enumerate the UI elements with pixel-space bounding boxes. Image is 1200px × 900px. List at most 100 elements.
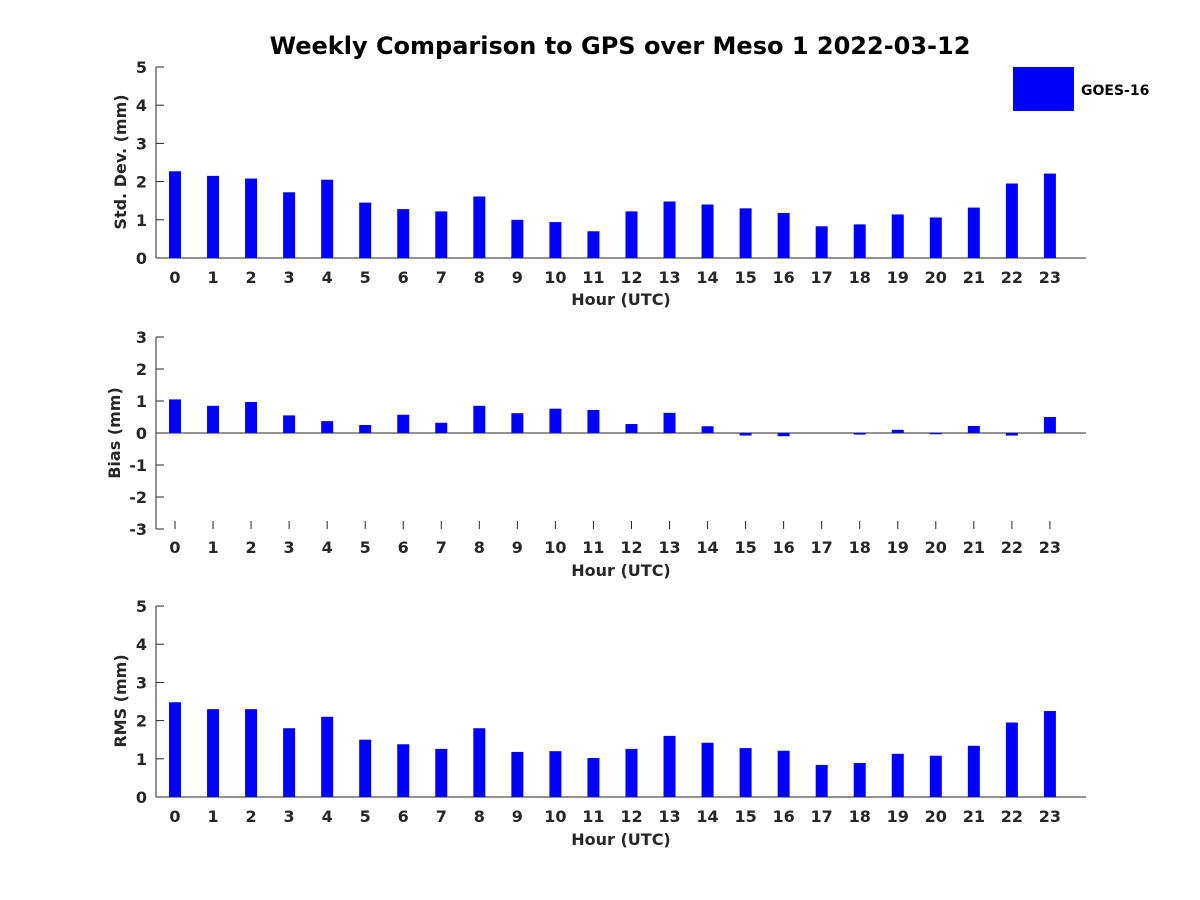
rms-mm-x-tick-label: 13	[658, 807, 680, 826]
std-dev-mm-bar-hour-0	[169, 171, 181, 258]
std-dev-mm-bar-hour-8	[473, 196, 486, 258]
legend-label: GOES-16	[1081, 83, 1149, 99]
rms-mm-bar-hour-15	[739, 748, 752, 797]
bias-mm-bar-hour-13	[663, 412, 676, 433]
std-dev-mm-x-tick-label: 4	[322, 268, 333, 287]
std-dev-mm-bar-hour-22	[1005, 183, 1018, 258]
rms-mm-x-tick-label: 9	[512, 807, 523, 826]
bias-mm-y-tick-label: 0	[136, 424, 147, 443]
rms-mm-bar-hour-13	[663, 735, 676, 797]
std-dev-mm-bar-hour-5	[359, 202, 372, 258]
std-dev-mm-bar-hour-2	[245, 178, 258, 258]
bias-mm-x-tick-label: 16	[773, 538, 795, 557]
bias-mm-x-tick-label: 15	[734, 538, 756, 557]
chart-title: Weekly Comparison to GPS over Meso 1 202…	[270, 32, 971, 60]
bias-mm-x-tick-label: 4	[322, 538, 333, 557]
rms-mm-bar-hour-5	[359, 739, 372, 797]
bias-mm-x-tick-label: 14	[696, 538, 718, 557]
bias-mm-x-tick-label: 23	[1039, 538, 1061, 557]
std-dev-mm-x-axis-label: Hour (UTC)	[571, 290, 671, 309]
bias-mm-bar-hour-7	[435, 422, 448, 433]
bias-mm-bar-hour-5	[359, 425, 372, 433]
rms-mm-x-tick-label: 22	[1001, 807, 1023, 826]
std-dev-mm-y-axis-label: Std. Dev. (mm)	[111, 94, 130, 229]
std-dev-mm-x-tick-label: 9	[512, 268, 523, 287]
bias-mm-bar-hour-16	[777, 433, 790, 437]
rms-mm-bar-hour-0	[169, 702, 181, 797]
std-dev-mm-bar-hour-3	[283, 192, 296, 258]
bias-mm-x-tick-label: 1	[207, 538, 218, 557]
legend-swatch	[1013, 67, 1074, 111]
rms-mm-x-tick-label: 23	[1039, 807, 1061, 826]
bias-mm-bar-hour-1	[207, 405, 220, 433]
bias-mm-x-tick-label: 13	[658, 538, 680, 557]
std-dev-mm-bar-hour-16	[777, 212, 790, 258]
std-dev-mm-bar-hour-9	[511, 219, 524, 258]
rms-mm-x-tick-label: 3	[284, 807, 295, 826]
bias-mm-x-axis-label: Hour (UTC)	[571, 561, 671, 580]
rms-mm-x-tick-label: 2	[246, 807, 257, 826]
bias-mm-bar-hour-8	[473, 405, 486, 433]
bias-mm-bar-hour-19	[891, 429, 904, 433]
std-dev-mm-bar-hour-23	[1043, 173, 1056, 258]
bias-mm-y-axis-label: Bias (mm)	[105, 387, 124, 479]
bias-mm-x-tick-label: 9	[512, 538, 523, 557]
std-dev-mm-bar-hour-14	[701, 204, 714, 258]
rms-mm-x-tick-label: 7	[436, 807, 447, 826]
bias-mm-bar-hour-21	[967, 425, 980, 433]
rms-mm-bar-hour-17	[815, 764, 828, 797]
rms-mm-x-tick-label: 1	[207, 807, 218, 826]
rms-mm-x-tick-label: 4	[322, 807, 333, 826]
bias-mm-x-tick-label: 22	[1001, 538, 1023, 557]
bias-mm-x-tick-label: 10	[544, 538, 566, 557]
std-dev-mm-x-tick-label: 15	[734, 268, 756, 287]
std-dev-mm-y-tick-label: 5	[136, 58, 147, 77]
std-dev-mm-bar-hour-18	[853, 224, 866, 258]
bias-mm-x-tick-label: 7	[436, 538, 447, 557]
bias-mm-bar-hour-3	[283, 415, 296, 433]
std-dev-mm-x-tick-label: 8	[474, 268, 485, 287]
bias-mm-x-tick-label: 12	[620, 538, 642, 557]
rms-mm-y-axis-label: RMS (mm)	[111, 654, 130, 747]
bias-mm-bar-hour-6	[397, 414, 410, 433]
rms-mm-bar-hour-22	[1005, 722, 1018, 797]
std-dev-mm-x-tick-label: 19	[887, 268, 909, 287]
rms-mm-x-axis-label: Hour (UTC)	[571, 830, 671, 849]
std-dev-mm-bar-hour-21	[967, 207, 980, 258]
std-dev-mm-y-tick-label: 1	[136, 211, 147, 230]
rms-mm-y-tick-label: 3	[136, 673, 147, 692]
bias-mm-x-tick-label: 6	[398, 538, 409, 557]
bias-mm-x-tick-label: 19	[887, 538, 909, 557]
rms-mm-x-tick-label: 16	[773, 807, 795, 826]
std-dev-mm-bar-hour-11	[587, 231, 600, 258]
bias-mm-x-tick-label: 3	[284, 538, 295, 557]
bias-mm-bar-hour-18	[853, 433, 866, 435]
std-dev-mm-y-tick-label: 0	[136, 249, 147, 268]
bias-mm-bar-hour-23	[1043, 417, 1056, 433]
bias-mm-y-tick-label: -2	[129, 488, 147, 507]
bias-mm-bar-hour-20	[929, 433, 942, 435]
rms-mm-y-tick-label: 2	[136, 712, 147, 731]
rms-mm-bar-hour-16	[777, 750, 790, 797]
std-dev-mm-y-tick-label: 4	[136, 96, 147, 115]
std-dev-mm-x-tick-label: 5	[360, 268, 371, 287]
bias-mm-x-tick-label: 8	[474, 538, 485, 557]
rms-mm-x-tick-label: 10	[544, 807, 566, 826]
std-dev-mm-bar-hour-19	[891, 214, 904, 258]
std-dev-mm-x-tick-label: 3	[284, 268, 295, 287]
bias-mm-bar-hour-4	[321, 421, 334, 433]
std-dev-mm-x-tick-label: 14	[696, 268, 718, 287]
rms-mm-x-tick-label: 0	[169, 807, 180, 826]
std-dev-mm-bar-hour-1	[207, 175, 220, 258]
rms-mm-x-tick-label: 15	[734, 807, 756, 826]
std-dev-mm-x-tick-label: 0	[169, 268, 180, 287]
rms-mm-bar-hour-7	[435, 748, 448, 797]
bias-mm-y-tick-label: 3	[136, 328, 147, 347]
rms-mm-x-tick-label: 20	[925, 807, 947, 826]
rms-mm-x-tick-label: 6	[398, 807, 409, 826]
bias-mm-x-tick-label: 21	[963, 538, 985, 557]
rms-mm-bar-hour-9	[511, 751, 524, 797]
rms-mm-bar-hour-18	[853, 763, 866, 797]
bias-mm-x-tick-label: 18	[849, 538, 871, 557]
